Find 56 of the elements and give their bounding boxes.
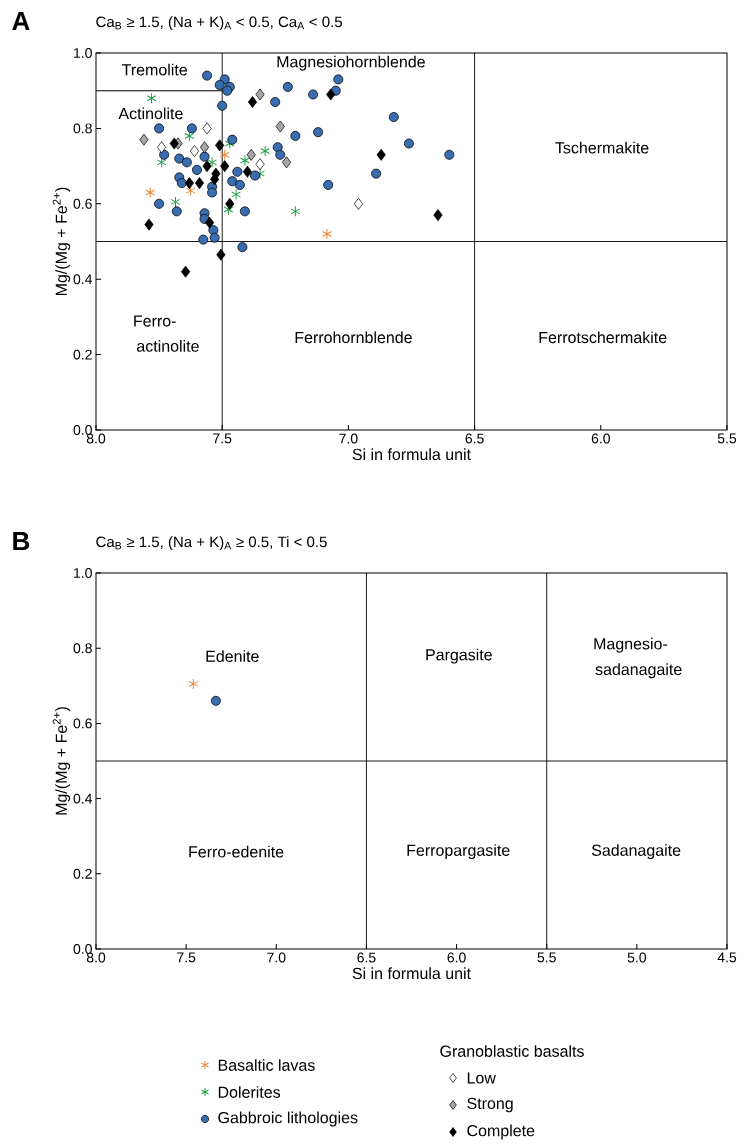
y-tick-label: 0.8 — [73, 123, 92, 134]
annotation: actinolite — [137, 340, 199, 352]
x-tick-label: 7.0 — [267, 952, 286, 963]
annotation: Edenite — [206, 650, 259, 662]
legend-label: Gabbroic lithologies — [218, 1111, 358, 1127]
annotation: Magnesio- — [594, 637, 668, 653]
chart-title: A — [12, 12, 30, 30]
annotation: Ferropargasite — [407, 844, 510, 860]
legend-label: Strong — [467, 1097, 513, 1113]
y-tick-label: 0.8 — [73, 643, 92, 654]
x-tick-label: 6.0 — [591, 433, 610, 444]
y-tick-label: 1.0 — [74, 568, 92, 578]
y-tick-label: 0.0 — [73, 425, 92, 435]
x-tick-label: 7.0 — [339, 433, 358, 444]
y-tick-label: 0.6 — [73, 198, 92, 209]
chart-title: B — [13, 532, 30, 551]
annotation: Actinolite — [118, 107, 183, 120]
x-tick-label: 7.5 — [177, 952, 196, 963]
chart-subtitle: Ca$_{B}$ ≥ 1.5, (Na + K)$_{A}$ ≥ 0.5, Ti < 0.5 — [96, 536, 327, 551]
x-tick-label: 6.5 — [357, 952, 376, 963]
y-tick-label: 0.4 — [73, 274, 93, 285]
annotation: Pargasite — [426, 648, 492, 664]
annotation: Ferro- — [134, 315, 176, 327]
y-tick-label: 0.2 — [73, 349, 92, 360]
x-tick-label: 4.5 — [717, 952, 737, 963]
x-tick-label: 8.0 — [86, 952, 106, 963]
annotation: Ferrotschermakite — [539, 331, 667, 344]
x-tick-label: 7.5 — [213, 433, 232, 444]
x-tick-label: 5.5 — [717, 433, 737, 444]
legend-title: Granoblastic basalts — [440, 1045, 584, 1057]
x-axis-title: Si in formula unit — [352, 448, 471, 461]
x-axis-title: Si in formula unit — [352, 967, 471, 980]
annotation: Ferrohornblende — [295, 331, 412, 344]
x-tick-label: 5.0 — [627, 952, 647, 963]
x-tick-label: 6.5 — [465, 433, 484, 444]
y-tick-label: 1.0 — [74, 48, 92, 58]
y-axis-title: Mg/(Mg + Fe$^{2+}$) — [52, 187, 71, 296]
annotation: Sadanagaite — [591, 844, 681, 860]
legend-label: Basaltic lavas — [218, 1059, 315, 1071]
y-tick-label: 0.2 — [73, 868, 92, 879]
y-axis-title: Mg/(Mg + Fe$^{2+}$) — [52, 707, 71, 815]
legend-label: Complete — [467, 1124, 535, 1140]
x-tick-label: 5.5 — [537, 952, 556, 963]
x-tick-label: 6.0 — [447, 952, 466, 963]
y-tick-label: 0.4 — [73, 793, 93, 804]
y-tick-label: 0.6 — [73, 718, 92, 729]
y-tick-label: 0.0 — [73, 944, 92, 954]
chart-subtitle: Ca$_{B}$ ≥ 1.5, (Na + K)$_{A}$ < 0.5, Ca$_{A}$ < 0.5 — [96, 16, 342, 31]
legend-label: Low — [467, 1072, 496, 1084]
annotation: Tremolite — [121, 63, 187, 76]
annotation: sadanagaite — [595, 663, 682, 679]
legend-label: Dolerites — [218, 1086, 281, 1098]
annotation: Ferro-edenite — [189, 845, 284, 858]
x-tick-label: 8.0 — [86, 433, 106, 444]
annotation: Tschermakite — [555, 141, 649, 154]
annotation: Magnesiohornblende — [277, 55, 425, 71]
